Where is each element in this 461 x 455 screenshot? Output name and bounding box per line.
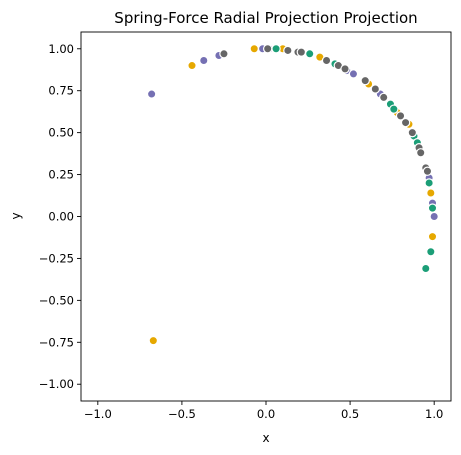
data-point-series-3 xyxy=(379,92,389,103)
data-point-series-2 xyxy=(305,49,315,59)
data-point-series-3 xyxy=(360,75,370,86)
data-point-series-1 xyxy=(146,89,157,99)
data-point-series-3 xyxy=(400,117,411,128)
data-point-series-3 xyxy=(370,84,381,94)
data-point-series-3 xyxy=(283,45,293,56)
data-point-series-3 xyxy=(219,49,229,59)
data-point-series-3 xyxy=(340,64,350,74)
data-point-series-0 xyxy=(249,44,259,54)
data-point-series-3 xyxy=(296,47,307,57)
chart-title: Spring-Force Radial Projection Projectio… xyxy=(114,9,417,27)
x-tick-label: −1.0 xyxy=(84,407,112,421)
y-tick-label: −1.00 xyxy=(39,377,74,391)
data-point-series-0 xyxy=(427,231,438,242)
data-point-series-0 xyxy=(187,60,197,71)
data-point-series-2 xyxy=(427,203,438,213)
data-point-series-1 xyxy=(429,211,439,222)
data-point-series-2 xyxy=(424,178,434,188)
y-tick-label: −0.75 xyxy=(39,335,74,349)
x-tick-label: 1.0 xyxy=(425,407,443,421)
x-axis-label: x xyxy=(262,431,269,445)
y-tick-label: 1.00 xyxy=(48,42,74,56)
data-point-series-3 xyxy=(395,111,406,121)
data-point-series-0 xyxy=(148,335,159,346)
plot-frame xyxy=(80,31,452,402)
data-points xyxy=(146,44,439,346)
data-point-series-2 xyxy=(421,263,431,274)
data-point-series-1 xyxy=(199,55,209,66)
data-point-series-2 xyxy=(389,104,399,114)
x-tick-label: 0.0 xyxy=(257,407,275,421)
data-point-series-3 xyxy=(422,166,433,176)
y-axis-label: y xyxy=(9,212,23,219)
axis-ticks: −1.0 −0.5 0.0 0.5 1.0 1.00 0.75 0.50 0.25 0.00 −0.… xyxy=(39,42,444,421)
y-tick-label: 0.75 xyxy=(48,84,74,98)
data-point-series-3 xyxy=(416,148,426,158)
y-tick-label: 0.50 xyxy=(48,126,74,140)
data-point-series-3 xyxy=(321,55,332,66)
x-tick-label: 0.5 xyxy=(341,407,359,421)
y-tick-label: −0.50 xyxy=(39,293,74,307)
y-tick-label: 0.00 xyxy=(48,210,74,224)
data-point-series-3 xyxy=(407,127,418,138)
y-tick-label: −0.25 xyxy=(39,251,74,265)
y-tick-label: 0.25 xyxy=(48,168,74,182)
data-point-series-1 xyxy=(348,69,359,79)
data-point-series-3 xyxy=(262,44,273,54)
data-point-series-0 xyxy=(426,188,436,198)
x-tick-label: −0.5 xyxy=(168,407,196,421)
data-point-series-2 xyxy=(426,247,436,257)
data-point-series-2 xyxy=(271,44,281,54)
